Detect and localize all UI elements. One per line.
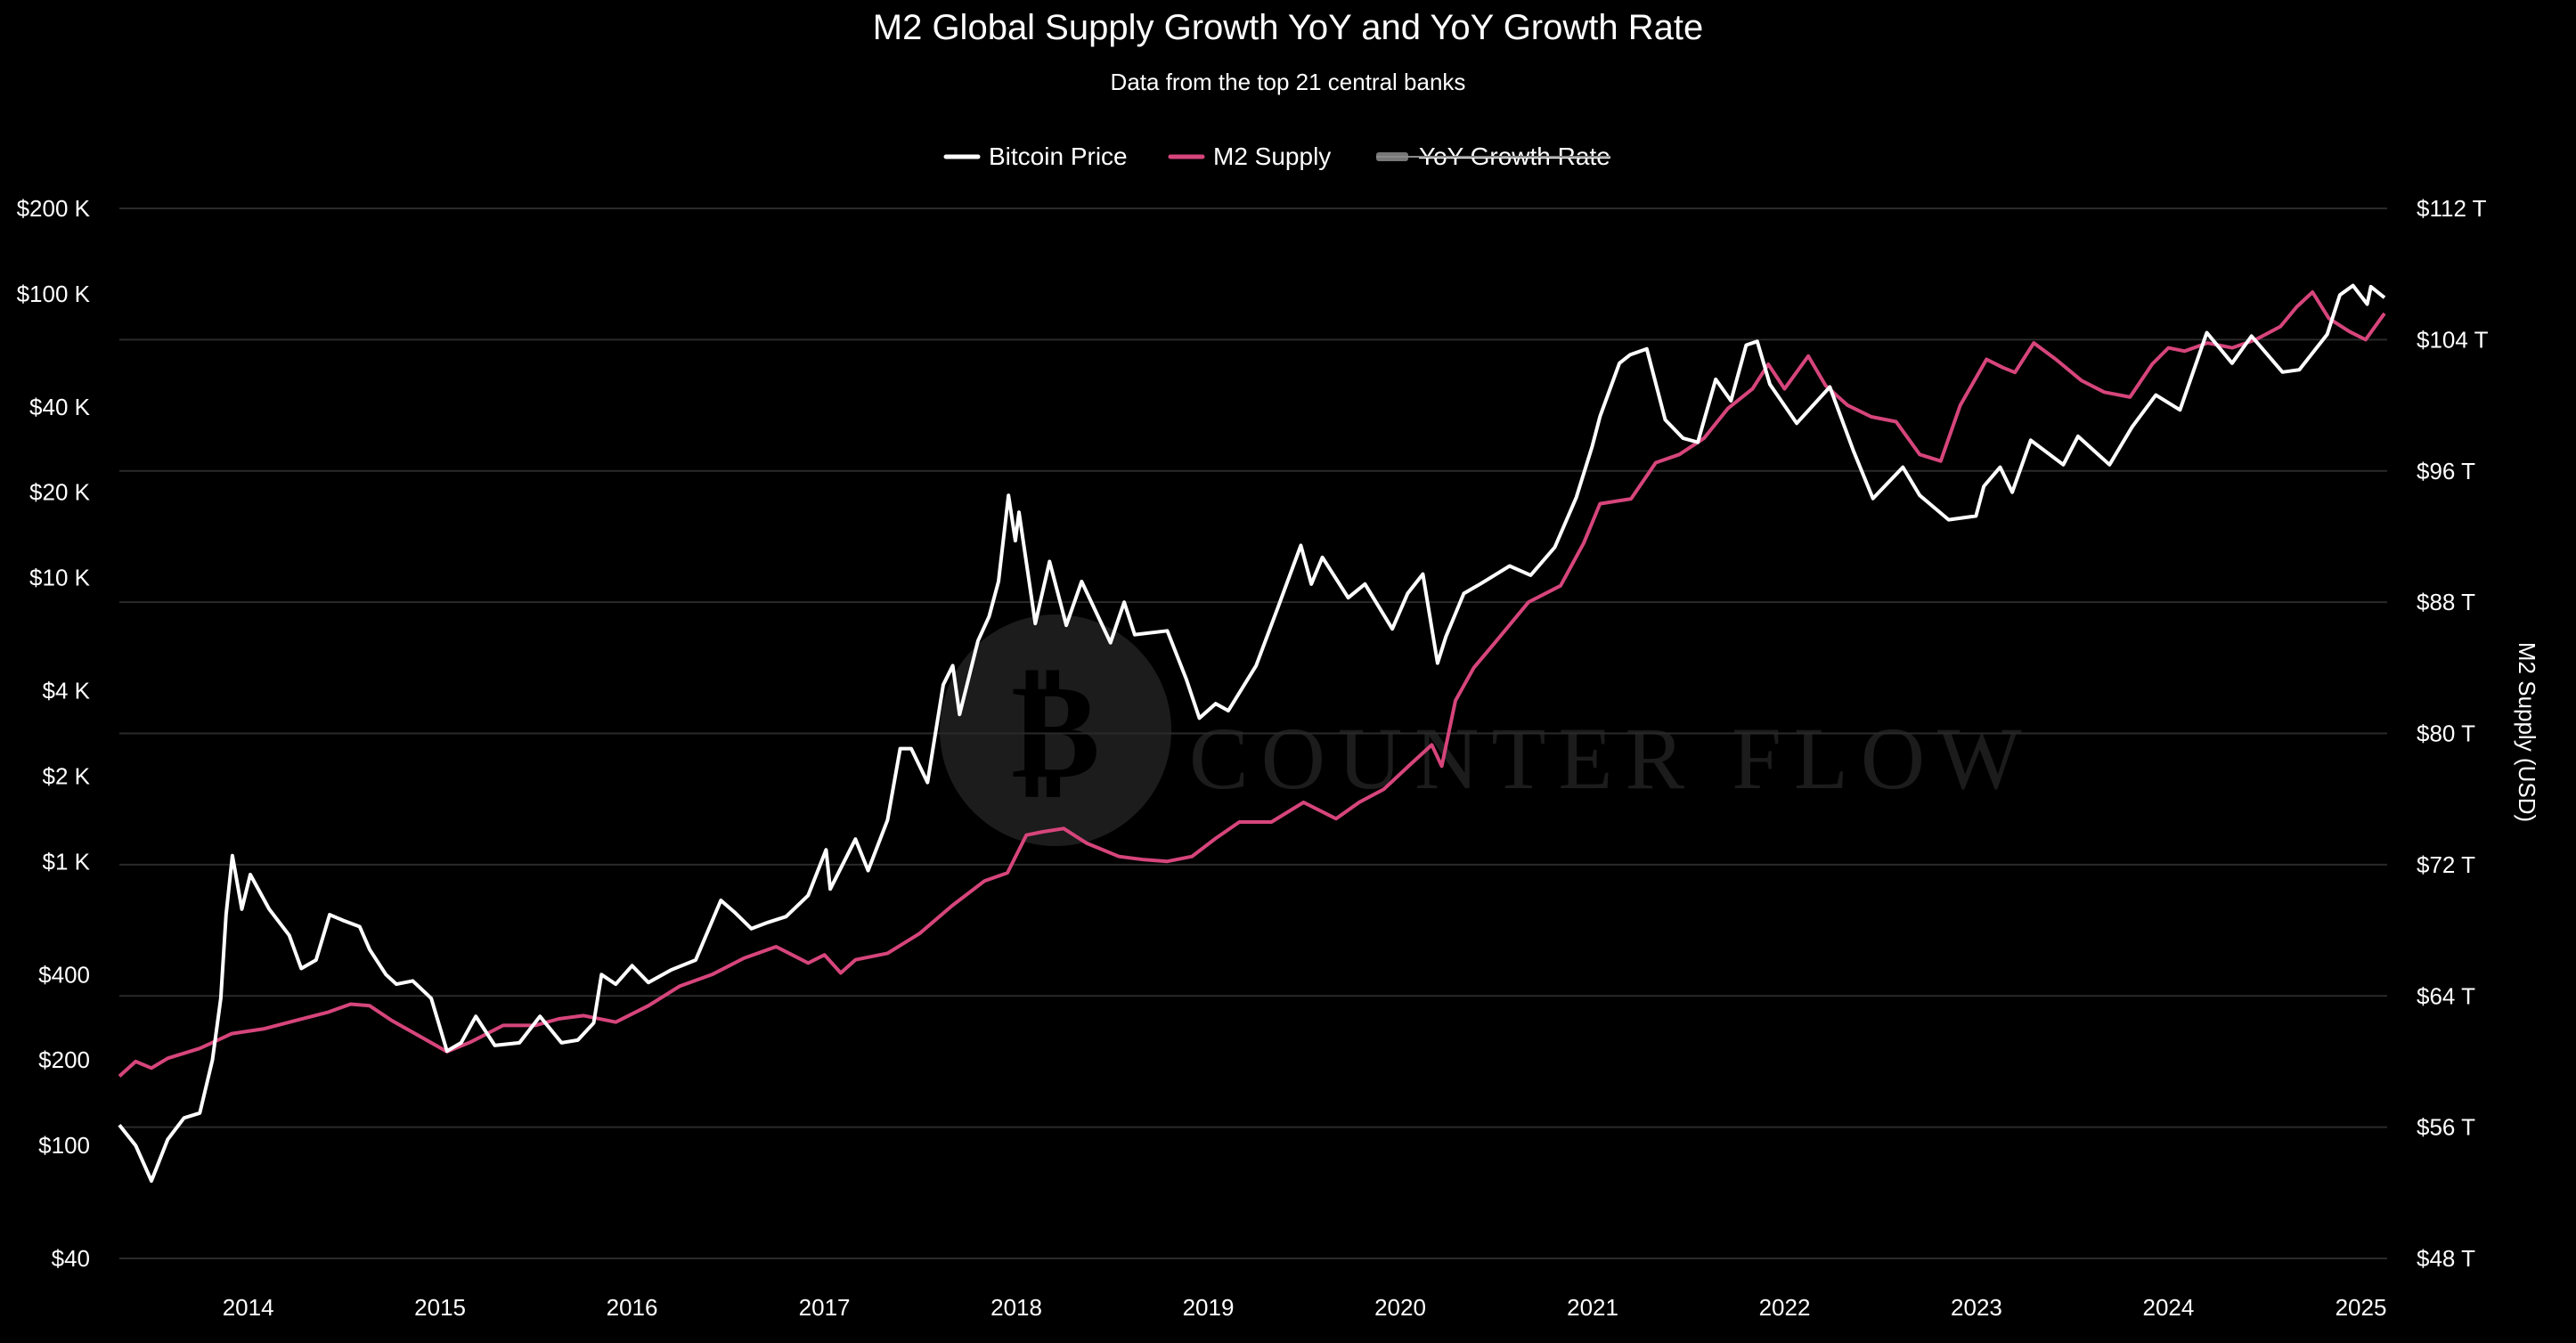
- y-right-tick-label: $112 T: [2417, 195, 2487, 222]
- right-axis-title: M2 Supply (USD): [2514, 642, 2540, 822]
- x-tick-label: 2014: [223, 1294, 274, 1321]
- x-tick-label: 2019: [1183, 1294, 1235, 1321]
- legend-item-m2-supply[interactable]: M2 Supply: [1168, 142, 1331, 170]
- y-left-tick-label: $20 K: [29, 479, 91, 506]
- y-right-tick-label: $80 T: [2417, 720, 2475, 747]
- legend-item-yoy-growth-rate[interactable]: YoY Growth Rate: [1376, 142, 1610, 170]
- y-left-tick-label: $40: [52, 1245, 90, 1272]
- counterflow-watermark: ₿ COUNTER FLOW: [940, 615, 2034, 846]
- y-left-tick-label: $1 K: [43, 848, 91, 875]
- y-right-tick-label: $72 T: [2417, 851, 2475, 878]
- y-left-tick-label: $100: [38, 1132, 90, 1159]
- y-left-tick-label: $40 K: [29, 394, 91, 420]
- watermark-text: COUNTER FLOW: [1189, 709, 2034, 808]
- x-tick-label: 2020: [1374, 1294, 1426, 1321]
- legend-item-bitcoin-price[interactable]: Bitcoin Price: [943, 142, 1128, 170]
- x-tick-label: 2015: [414, 1294, 466, 1321]
- x-tick-label: 2018: [990, 1294, 1042, 1321]
- x-tick-label: 2017: [799, 1294, 851, 1321]
- y-left-tick-label: $200 K: [17, 195, 91, 222]
- bitcoin-price-line: [118, 283, 2386, 1183]
- y-left-tick-label: $4 K: [43, 678, 91, 704]
- chart-title: M2 Global Supply Growth YoY and YoY Grow…: [873, 8, 1703, 47]
- chart-subtitle: Data from the top 21 central banks: [1111, 69, 1466, 95]
- y-left-tick-label: $400: [38, 961, 90, 988]
- legend-label: Bitcoin Price: [989, 142, 1128, 170]
- y-right-tick-label: $88 T: [2417, 589, 2475, 615]
- legend: Bitcoin Price M2 Supply YoY Growth Rate: [943, 142, 1610, 170]
- legend-label: M2 Supply: [1213, 142, 1331, 170]
- x-tick-label: 2025: [2336, 1294, 2387, 1321]
- watermark-bitcoin-symbol: ₿: [1011, 658, 1100, 806]
- x-tick-label: 2022: [1759, 1294, 1811, 1321]
- x-tick-label: 2023: [1951, 1294, 2002, 1321]
- x-tick-label: 2016: [607, 1294, 658, 1321]
- y-left-tick-label: $200: [38, 1046, 90, 1073]
- x-tick-label: 2024: [2143, 1294, 2195, 1321]
- y-left-tick-label: $2 K: [43, 762, 91, 789]
- y-left-tick-label: $100 K: [17, 281, 91, 307]
- watermark-bitcoin-logo: [940, 615, 1171, 846]
- y-right-tick-label: $96 T: [2417, 458, 2475, 484]
- y-right-tick-label: $64 T: [2417, 982, 2475, 1009]
- y-right-tick-label: $48 T: [2417, 1245, 2475, 1272]
- x-tick-label: 2021: [1567, 1294, 1618, 1321]
- y-left-tick-label: $10 K: [29, 565, 91, 591]
- y-right-tick-label: $56 T: [2417, 1114, 2475, 1141]
- m2-supply-line: [118, 290, 2386, 1078]
- y-right-tick-label: $104 T: [2417, 326, 2489, 353]
